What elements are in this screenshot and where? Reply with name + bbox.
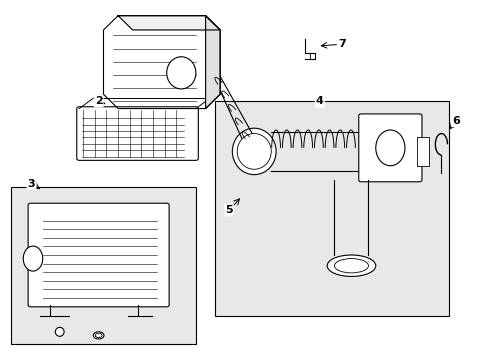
- Text: 4: 4: [315, 96, 323, 107]
- Ellipse shape: [375, 130, 404, 166]
- Ellipse shape: [23, 246, 42, 271]
- Ellipse shape: [55, 327, 64, 336]
- Ellipse shape: [237, 134, 271, 169]
- Text: 5: 5: [224, 205, 232, 215]
- Text: 3: 3: [28, 179, 35, 189]
- Text: 7: 7: [337, 39, 345, 49]
- Ellipse shape: [232, 128, 276, 175]
- FancyBboxPatch shape: [77, 107, 198, 160]
- Ellipse shape: [166, 57, 196, 89]
- Polygon shape: [118, 16, 220, 30]
- Bar: [215, 102, 448, 316]
- FancyBboxPatch shape: [358, 114, 421, 182]
- Bar: [416, 137, 428, 166]
- Ellipse shape: [326, 255, 375, 276]
- Text: 2: 2: [95, 96, 102, 107]
- Bar: [11, 187, 196, 344]
- FancyBboxPatch shape: [28, 203, 169, 307]
- Polygon shape: [205, 16, 220, 109]
- Ellipse shape: [95, 333, 102, 338]
- Text: 1: 1: [128, 19, 136, 30]
- Text: 6: 6: [451, 116, 459, 126]
- Ellipse shape: [334, 258, 368, 273]
- Ellipse shape: [93, 332, 104, 339]
